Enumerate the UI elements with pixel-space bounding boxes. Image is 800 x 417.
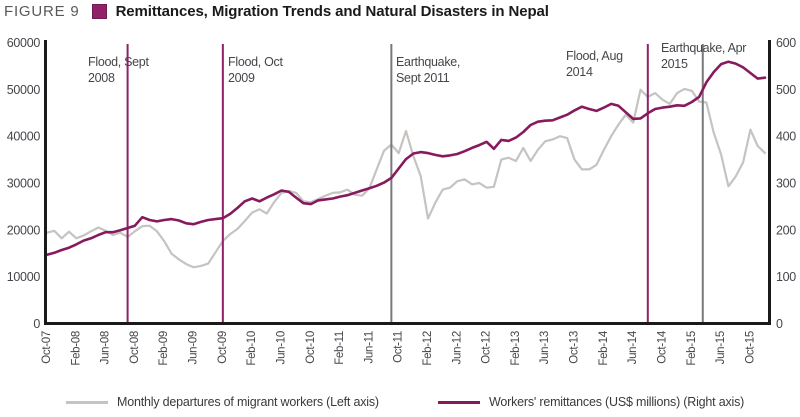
- legend-label-departures: Monthly departures of migrant workers (L…: [117, 395, 379, 409]
- remittances-line-swatch-icon: [438, 400, 480, 404]
- x-axis-tick-label: Oct-13: [569, 331, 581, 364]
- right-axis-tick-label: 200: [776, 223, 796, 237]
- right-axis-tick-label: 500: [776, 83, 796, 97]
- x-axis-tick-label: Feb-14: [598, 330, 610, 366]
- left-axis-tick-label: 10000: [7, 270, 41, 284]
- x-axis-tick-label: Feb-12: [422, 331, 434, 366]
- departures-line-swatch-icon: [66, 400, 108, 404]
- x-axis-tick-label: Feb-15: [686, 331, 698, 366]
- figure-title: Remittances, Migration Trends and Natura…: [115, 3, 549, 20]
- chart-legend: Monthly departures of migrant workers (L…: [0, 395, 800, 415]
- x-axis-tick-label: Oct-10: [305, 331, 317, 364]
- event-label: 2014: [566, 65, 593, 79]
- x-axis-tick-label: Jun-11: [363, 331, 375, 364]
- right-axis-tick-label: 300: [776, 177, 796, 191]
- x-axis-tick-label: Jun-09: [188, 331, 200, 364]
- legend-item-remittances: Workers' remittances (US$ millions) (Rig…: [438, 395, 744, 409]
- x-axis-tick-label: Feb-09: [158, 331, 170, 366]
- x-axis-tick-label: Oct-14: [656, 330, 668, 364]
- x-axis-tick-label: Oct-11: [393, 331, 405, 363]
- x-axis-tick-label: Jun-08: [100, 331, 112, 364]
- x-axis-tick-label: Jun-10: [275, 331, 287, 364]
- left-axis-tick-label: 30000: [7, 177, 41, 191]
- x-axis-tick-label: Feb-11: [334, 331, 346, 365]
- x-axis-tick-label: Jun-14: [627, 330, 639, 364]
- departures-series-line: [45, 87, 767, 269]
- left-axis-tick-label: 60000: [7, 36, 41, 50]
- x-axis-tick-label: Feb-10: [246, 331, 258, 366]
- event-label: 2009: [228, 71, 255, 85]
- figure-header: FIGURE 9 Remittances, Migration Trends a…: [4, 3, 549, 20]
- x-axis-tick-label: Oct-15: [744, 331, 756, 364]
- right-axis-tick-label: 0: [776, 317, 783, 331]
- x-axis-tick-label: Oct-08: [129, 331, 141, 364]
- event-label: Flood, Sept: [88, 55, 149, 69]
- x-axis-tick-label: Oct-07: [41, 331, 53, 364]
- event-label: 2015: [661, 57, 688, 71]
- left-axis-tick-label: 50000: [7, 83, 41, 97]
- event-label: 2008: [88, 71, 115, 85]
- x-axis-tick-label: Oct-12: [481, 331, 493, 364]
- x-axis-tick-label: Jun-13: [539, 331, 551, 364]
- right-axis-tick-label: 400: [776, 130, 796, 144]
- x-axis-tick-label: Feb-08: [70, 331, 82, 366]
- left-axis-tick-label: 20000: [7, 223, 41, 237]
- left-axis-tick-label: 40000: [7, 130, 41, 144]
- event-label: Flood, Aug: [566, 49, 623, 63]
- left-axis-tick-label: 0: [33, 317, 40, 331]
- right-axis-tick-label: 100: [776, 270, 796, 284]
- legend-item-departures: Monthly departures of migrant workers (L…: [66, 395, 379, 409]
- right-axis-tick-label: 600: [776, 36, 796, 50]
- legend-label-remittances: Workers' remittances (US$ millions) (Rig…: [489, 395, 745, 409]
- x-axis-tick-label: Oct-09: [217, 331, 229, 364]
- event-label: Sept 2011: [396, 71, 450, 85]
- event-label: Flood, Oct: [228, 55, 283, 69]
- event-label: Earthquake, Apr: [661, 41, 746, 55]
- figure-bullet-square-icon: [91, 4, 107, 19]
- x-axis-tick-label: Jun-15: [715, 331, 727, 364]
- figure-number-label: FIGURE 9: [4, 3, 80, 20]
- remittances-series-line: [45, 60, 767, 256]
- x-axis-tick-label: Jun-12: [451, 331, 463, 364]
- x-axis-tick-label: Feb-13: [510, 331, 522, 366]
- event-label: Earthquake,: [396, 55, 460, 69]
